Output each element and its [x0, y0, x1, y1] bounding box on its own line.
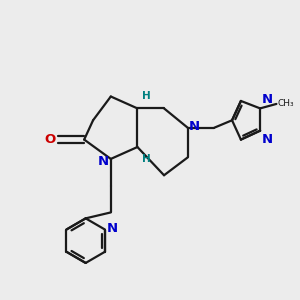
Text: N: N [262, 133, 273, 146]
Text: CH₃: CH₃ [278, 99, 295, 108]
Text: N: N [262, 93, 273, 106]
Text: N: N [107, 222, 118, 236]
Text: N: N [98, 155, 109, 168]
Text: O: O [44, 133, 55, 146]
Text: H: H [142, 91, 151, 101]
Text: H: H [142, 154, 151, 164]
Text: N: N [189, 120, 200, 133]
